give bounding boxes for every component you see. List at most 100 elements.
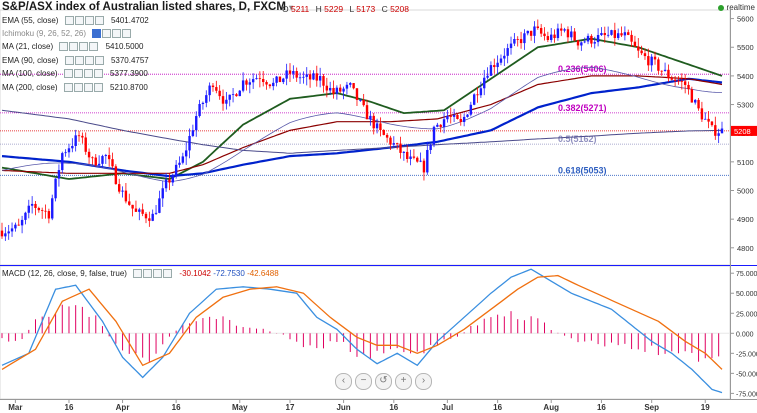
move-icon	[112, 29, 122, 39]
candle-body	[44, 210, 47, 212]
candle-body	[419, 160, 422, 162]
indicator-control-icons[interactable]	[64, 15, 105, 26]
candle-body	[583, 41, 586, 43]
indicator-control-icons[interactable]	[59, 41, 99, 52]
indicator-control-icons[interactable]	[92, 28, 132, 39]
candle-body	[322, 76, 325, 86]
ohlc-high-key: H	[315, 4, 322, 14]
indicator-label: MA (100, close)	[2, 69, 58, 78]
candle-body	[101, 156, 104, 164]
macd-control-icons[interactable]	[133, 269, 173, 279]
candle-body	[610, 30, 613, 35]
settings-icon	[63, 83, 73, 93]
candle-body	[513, 38, 516, 44]
candle-body	[161, 188, 164, 199]
candle-body	[576, 40, 580, 46]
candlesticks	[0, 19, 724, 241]
moving-averages	[1, 37, 723, 183]
indicator-ma100[interactable]: MA (100, close) 5377.3900	[2, 68, 148, 79]
candle-body	[499, 58, 503, 63]
reset-icon[interactable]: ↺	[375, 373, 392, 390]
candle-body	[717, 133, 720, 136]
time-tick-label: 19	[701, 403, 710, 412]
candle-body	[158, 198, 161, 213]
candle-body	[700, 108, 704, 120]
fib-label: 0.382(5271)	[558, 103, 607, 113]
candle-body	[429, 144, 432, 150]
candle-body	[616, 33, 620, 38]
macd-tick-label: 25.000	[736, 311, 757, 318]
settings-icon	[92, 29, 102, 39]
indicator-label: Ichimoku (9, 26, 52, 26)	[2, 29, 87, 38]
indicator-ma21[interactable]: MA (21, close) 5410.5000	[2, 41, 143, 52]
indicator-ema55[interactable]: EMA (55, close) 5401.4702	[2, 15, 149, 26]
candle-body	[653, 56, 657, 60]
scroll-left-icon[interactable]: ‹	[335, 373, 352, 390]
ohlc-readout: O 5211 H 5229 L 5173 C 5208	[282, 4, 413, 14]
candle-body	[570, 31, 573, 38]
indicator-ema90[interactable]: EMA (90, close) 5370.4757	[2, 55, 149, 66]
candle-body	[710, 121, 714, 126]
settings-icon	[133, 269, 143, 279]
eye-icon	[73, 83, 83, 93]
candle-body	[369, 115, 372, 120]
indicator-ma200[interactable]: MA (200, close) 5210.8700	[2, 82, 148, 93]
candle-body	[714, 125, 717, 136]
candle-body	[623, 32, 627, 36]
candle-body	[426, 149, 429, 173]
candle-body	[248, 82, 252, 85]
price-tick-label: 5500	[737, 43, 754, 52]
candle-body	[251, 79, 255, 83]
indicator-control-icons[interactable]	[64, 55, 105, 66]
indicator-label: EMA (90, close)	[2, 56, 59, 65]
macd-legend[interactable]: MACD (12, 26, close, 9, false, true) -30…	[2, 269, 279, 279]
candle-body	[667, 69, 670, 79]
zoom-out-icon[interactable]: −	[355, 373, 372, 390]
candle-body	[262, 78, 265, 83]
time-tick-label: Jul	[442, 403, 454, 412]
candle-body	[91, 157, 94, 159]
candle-body	[30, 203, 34, 206]
time-axis[interactable]: Mar 16 Apr 16 May 17 Jun 16 Jul 16 Aug 16 Sep 19	[8, 399, 710, 412]
chart-title-text: S&P/ASX index of Australian listed share…	[2, 1, 286, 13]
candle-body	[352, 83, 355, 89]
candle-body	[164, 179, 168, 189]
settings-icon	[59, 42, 69, 52]
close-icon	[89, 42, 99, 52]
candle-body	[613, 30, 617, 38]
indicator-control-icons[interactable]	[63, 82, 104, 93]
indicator-label: MA (200, close)	[2, 83, 58, 92]
realtime-label: realtime	[726, 3, 755, 12]
candle-body	[235, 94, 238, 97]
close-icon	[94, 56, 104, 66]
candle-body	[144, 213, 148, 219]
indicator-ichimoku[interactable]: Ichimoku (9, 26, 52, 26)	[2, 28, 136, 39]
candle-body	[372, 115, 375, 129]
indicator-value: 5410.5000	[105, 42, 144, 51]
macd-axis[interactable]: 75.000 50.000 25.000 0.000 -25.000 -50.000 -75…	[730, 271, 757, 398]
candle-body	[168, 179, 171, 183]
candle-body	[486, 75, 489, 78]
candle-body	[258, 78, 262, 80]
indicator-control-icons[interactable]	[63, 68, 104, 79]
move-icon	[153, 269, 163, 279]
time-tick-label: 17	[286, 403, 295, 412]
candle-body	[51, 198, 54, 219]
eye-icon	[102, 29, 112, 39]
candle-body	[640, 50, 643, 54]
candle-body	[151, 213, 154, 221]
candle-body	[596, 35, 600, 43]
candle-body	[4, 233, 7, 237]
candle-body	[590, 35, 593, 44]
candle-body	[134, 208, 138, 212]
time-tick-label: 16	[493, 403, 502, 412]
zoom-in-icon[interactable]: +	[395, 373, 412, 390]
candle-body	[406, 151, 409, 159]
ohlc-close-value: 5208	[390, 4, 409, 14]
macd-tick-label: 75.000	[736, 271, 757, 278]
candle-body	[462, 116, 466, 123]
scroll-right-icon[interactable]: ›	[415, 373, 432, 390]
title-menu-icon[interactable]: ▾	[289, 3, 294, 12]
realtime-dot-icon	[717, 4, 724, 11]
